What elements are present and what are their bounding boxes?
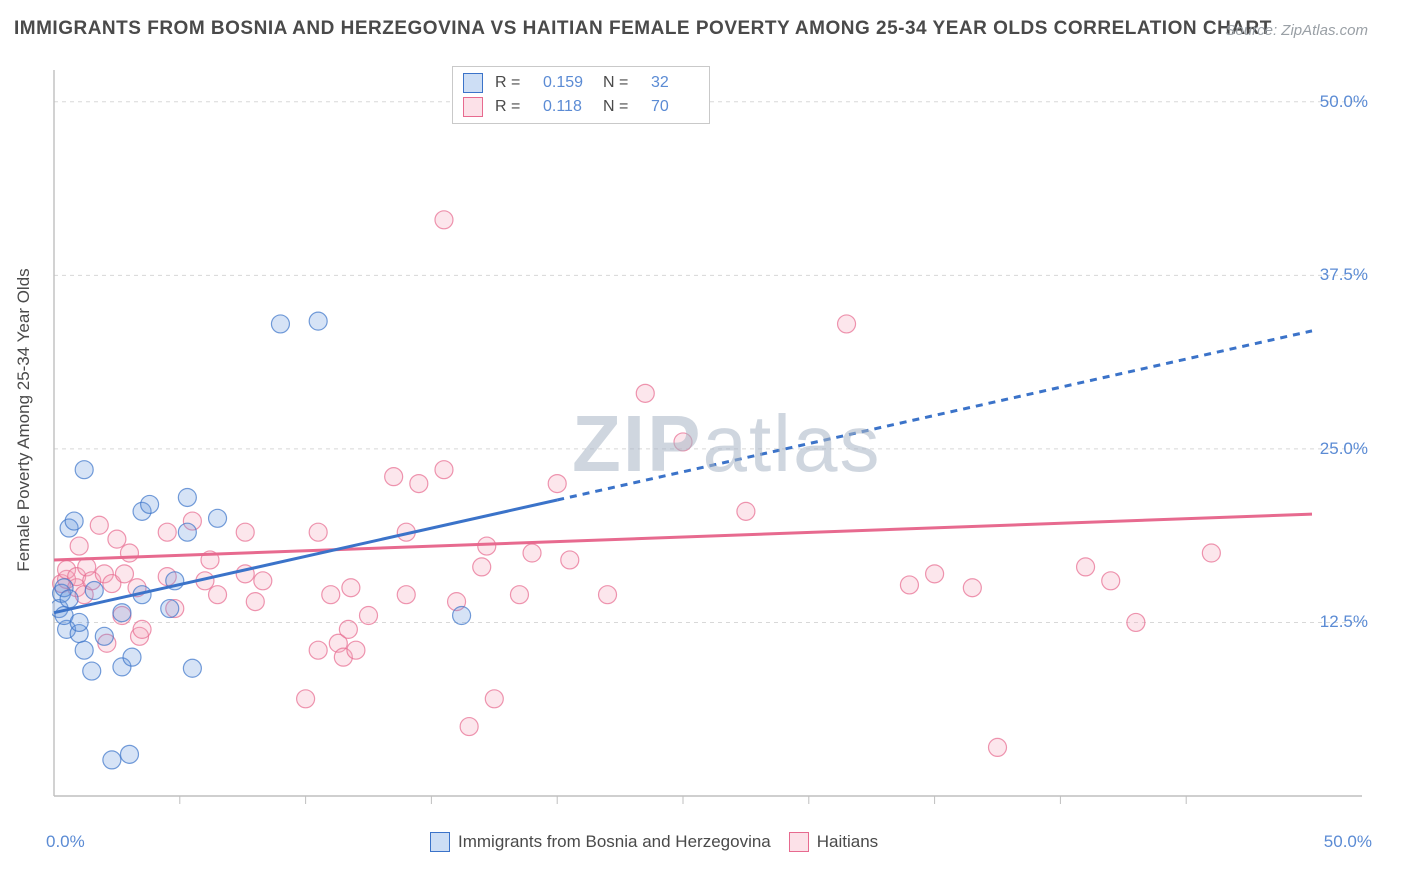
legend-row-haitians: R = 0.118 N = 70 (463, 95, 699, 119)
legend-n-label: N = (603, 98, 639, 116)
legend-r-label: R = (495, 74, 531, 92)
legend-item-label: Haitians (817, 832, 878, 852)
legend-swatch (463, 73, 483, 93)
chart-container: IMMIGRANTS FROM BOSNIA AND HERZEGOVINA V… (0, 0, 1406, 892)
plot-svg (52, 68, 1372, 816)
legend-series: Immigrants from Bosnia and Herzegovina Ha… (430, 832, 878, 852)
y-tick-label: 37.5% (1320, 265, 1368, 285)
legend-item-haitians: Haitians (789, 832, 878, 852)
x-axis-end-label: 50.0% (1324, 832, 1372, 852)
legend-row-bosnia: R = 0.159 N = 32 (463, 71, 699, 95)
y-tick-label: 12.5% (1320, 612, 1368, 632)
y-tick-label: 50.0% (1320, 92, 1368, 112)
legend-correlation-box: R = 0.159 N = 32 R = 0.118 N = 70 (452, 66, 710, 124)
legend-n-value: 32 (651, 74, 699, 92)
legend-r-value: 0.159 (543, 74, 591, 92)
legend-item-label: Immigrants from Bosnia and Herzegovina (458, 832, 771, 852)
x-axis-start-label: 0.0% (46, 832, 85, 852)
legend-n-label: N = (603, 74, 639, 92)
y-tick-label: 25.0% (1320, 439, 1368, 459)
source-attribution: Source: ZipAtlas.com (1225, 22, 1368, 39)
legend-item-bosnia: Immigrants from Bosnia and Herzegovina (430, 832, 771, 852)
legend-swatch (789, 832, 809, 852)
legend-swatch (463, 97, 483, 117)
source-label: Source: (1225, 22, 1277, 39)
y-axis-label: Female Poverty Among 25-34 Year Olds (14, 268, 34, 571)
source-value: ZipAtlas.com (1281, 22, 1368, 39)
legend-swatch (430, 832, 450, 852)
legend-r-label: R = (495, 98, 531, 116)
chart-title: IMMIGRANTS FROM BOSNIA AND HERZEGOVINA V… (14, 18, 1272, 40)
legend-r-value: 0.118 (543, 98, 591, 116)
legend-n-value: 70 (651, 98, 699, 116)
plot-area: ZIPatlas R =0.159N =32R =0.118N =70 (52, 68, 1372, 816)
